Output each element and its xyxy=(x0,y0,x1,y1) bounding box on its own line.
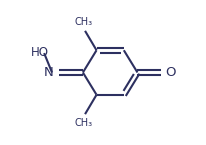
Text: O: O xyxy=(165,66,176,79)
Text: N: N xyxy=(44,66,53,79)
Text: CH₃: CH₃ xyxy=(75,17,93,27)
Text: CH₃: CH₃ xyxy=(75,118,93,128)
Text: HO: HO xyxy=(31,46,49,59)
